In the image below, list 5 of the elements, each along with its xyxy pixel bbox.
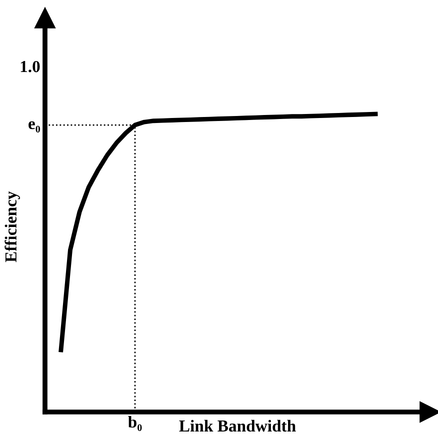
text: b₀ — [128, 416, 142, 431]
ref-line-label: e₀ — [28, 121, 40, 133]
text: 1.0 — [20, 60, 40, 72]
y-axis-title: Efficiency — [4, 191, 20, 262]
x-axis-title: Link Bandwidth — [179, 420, 296, 432]
